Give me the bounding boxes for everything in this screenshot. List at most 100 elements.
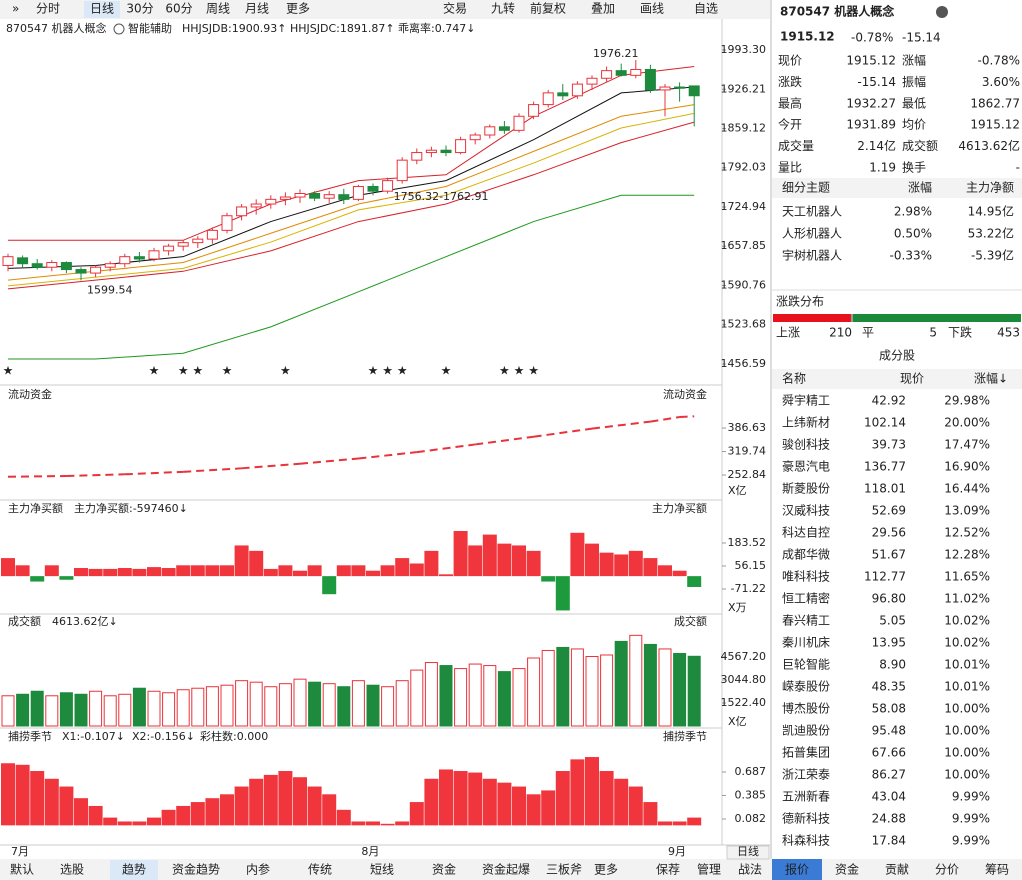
bar bbox=[366, 570, 380, 577]
volume-bar bbox=[381, 686, 395, 727]
toolbar-tab[interactable]: 30分 bbox=[126, 2, 153, 16]
stock-name[interactable]: 嵘泰股份 bbox=[782, 680, 830, 694]
right-tab[interactable]: 贡献 bbox=[885, 862, 909, 877]
bottom-tab[interactable]: 选股 bbox=[60, 863, 84, 877]
toolbar-button[interactable]: 九转 bbox=[491, 1, 515, 16]
x-tick-label: 8月 bbox=[361, 845, 379, 858]
candle-body bbox=[206, 229, 218, 240]
theme-pct: 0.50% bbox=[894, 227, 932, 241]
stock-name[interactable]: 拓普集团 bbox=[782, 745, 830, 760]
stock-name[interactable]: 秦川机床 bbox=[782, 636, 830, 650]
toolbar-tab[interactable]: 60分 bbox=[165, 2, 192, 16]
candle-body bbox=[338, 194, 350, 200]
signal-star: ★ bbox=[178, 364, 189, 378]
bottom-tab[interactable]: 资金趋势 bbox=[172, 862, 220, 877]
info-icon[interactable] bbox=[936, 6, 948, 18]
stock-name[interactable]: 凯迪股份 bbox=[782, 724, 830, 738]
stock-name[interactable]: 汉威科技 bbox=[782, 504, 830, 518]
signal-star: ★ bbox=[499, 364, 510, 378]
candle-body bbox=[352, 185, 364, 200]
bar bbox=[526, 794, 541, 826]
volume-bar bbox=[366, 684, 380, 727]
stock-price: 51.67 bbox=[872, 548, 906, 562]
bar bbox=[15, 565, 30, 577]
stock-name[interactable]: 浙江荣泰 bbox=[782, 768, 830, 782]
right-tab[interactable]: 分价 bbox=[935, 863, 959, 877]
stock-name[interactable]: 成都华微 bbox=[782, 548, 830, 562]
x-tick-label: 9月 bbox=[668, 845, 686, 858]
toolbar-button[interactable]: 叠加 bbox=[591, 2, 615, 16]
stock-name[interactable]: 科森科技 bbox=[782, 833, 830, 848]
right-tab[interactable]: 筹码 bbox=[985, 863, 1009, 877]
toolbar-tab[interactable]: 更多 bbox=[286, 2, 310, 16]
toolbar-tab[interactable]: 分时 bbox=[36, 2, 60, 16]
bottom-tab[interactable]: 默认 bbox=[10, 862, 34, 877]
bottom-tab[interactable]: 短线 bbox=[370, 863, 394, 877]
stock-name[interactable]: 上纬新材 bbox=[782, 415, 830, 430]
stock-name[interactable]: 斯菱股份 bbox=[782, 482, 830, 496]
toolbar-button[interactable]: 自选 bbox=[694, 2, 718, 16]
bar bbox=[293, 777, 307, 826]
bar bbox=[147, 567, 161, 577]
bottom-tab[interactable]: 内参 bbox=[246, 862, 270, 877]
stock-name[interactable]: 巨轮智能 bbox=[782, 657, 830, 672]
theme-name[interactable]: 人形机器人 bbox=[782, 227, 842, 241]
stock-name[interactable]: 科达自控 bbox=[782, 526, 830, 540]
stock-pct: 10.01% bbox=[944, 680, 990, 694]
bar bbox=[220, 565, 234, 577]
bar bbox=[512, 786, 526, 826]
candle-body bbox=[382, 180, 394, 192]
volume-bar bbox=[235, 680, 249, 727]
period-button[interactable]: 日线 bbox=[737, 844, 759, 858]
toolbar-button[interactable]: 前复权 bbox=[530, 1, 566, 16]
bottom-tab[interactable]: 管理 bbox=[697, 862, 721, 877]
bar bbox=[366, 821, 380, 826]
theme-name[interactable]: 天工机器人 bbox=[782, 205, 842, 219]
stock-name[interactable]: 五洲新春 bbox=[782, 789, 830, 804]
stock-name[interactable]: 唯科科技 bbox=[782, 570, 830, 584]
bar bbox=[395, 558, 410, 577]
volume-bar bbox=[308, 681, 322, 727]
stock-name[interactable]: 博杰股份 bbox=[782, 701, 830, 716]
bar bbox=[453, 530, 468, 577]
toolbar-button[interactable]: 交易 bbox=[443, 1, 467, 16]
bottom-tab[interactable]: 保荐 bbox=[656, 863, 680, 877]
toolbar-tab[interactable]: 日线 bbox=[90, 2, 114, 16]
y-tick-label: 1523.68 bbox=[721, 318, 767, 331]
indicator-line bbox=[7, 86, 695, 269]
price-pct: -0.78% bbox=[851, 31, 893, 45]
stock-name[interactable]: 德新科技 bbox=[782, 811, 830, 826]
bottom-tab[interactable]: 三板斧 bbox=[546, 863, 582, 877]
bottom-tab[interactable]: 传统 bbox=[308, 862, 332, 877]
y-tick-label: 56.15 bbox=[735, 559, 767, 572]
stock-name[interactable]: 骏创科技 bbox=[782, 438, 830, 452]
bar bbox=[132, 821, 147, 826]
bottom-tab[interactable]: 更多 bbox=[594, 863, 618, 877]
toolbar-tab[interactable]: 周线 bbox=[206, 2, 230, 16]
candle-body bbox=[90, 266, 102, 274]
right-tab[interactable]: 报价 bbox=[785, 862, 809, 877]
bottom-tab[interactable]: 战法 bbox=[738, 863, 762, 877]
theme-name[interactable]: 宇树机器人 bbox=[782, 248, 842, 263]
bottom-tab[interactable]: 资金 bbox=[432, 862, 456, 877]
bar bbox=[555, 576, 570, 611]
period-button-bg[interactable] bbox=[726, 845, 770, 860]
stock-name[interactable]: 豪恩汽电 bbox=[782, 459, 830, 474]
bottom-tab[interactable]: 趋势 bbox=[122, 863, 146, 877]
stock-name[interactable]: 恒工精密 bbox=[782, 591, 830, 606]
candle-body bbox=[294, 193, 306, 198]
volume-bar bbox=[1, 695, 15, 727]
toolbar-tab[interactable]: 月线 bbox=[245, 2, 269, 16]
candle-body bbox=[323, 194, 335, 199]
toolbar-button[interactable]: 画线 bbox=[640, 2, 664, 16]
bottom-tab[interactable]: 资金起爆 bbox=[482, 862, 530, 877]
assist-icon[interactable] bbox=[113, 23, 125, 35]
stock-header[interactable]: 涨幅↓ bbox=[974, 371, 1008, 386]
candle-body bbox=[425, 149, 437, 154]
stock-name[interactable]: 舜宇精工 bbox=[782, 393, 830, 408]
stock-name[interactable]: 春兴精工 bbox=[782, 614, 830, 628]
signal-star: ★ bbox=[3, 364, 14, 378]
y-tick-label: 183.52 bbox=[728, 536, 767, 549]
indicator: 乖离率:0.747↓ bbox=[398, 21, 475, 35]
right-tab[interactable]: 资金 bbox=[835, 862, 859, 877]
